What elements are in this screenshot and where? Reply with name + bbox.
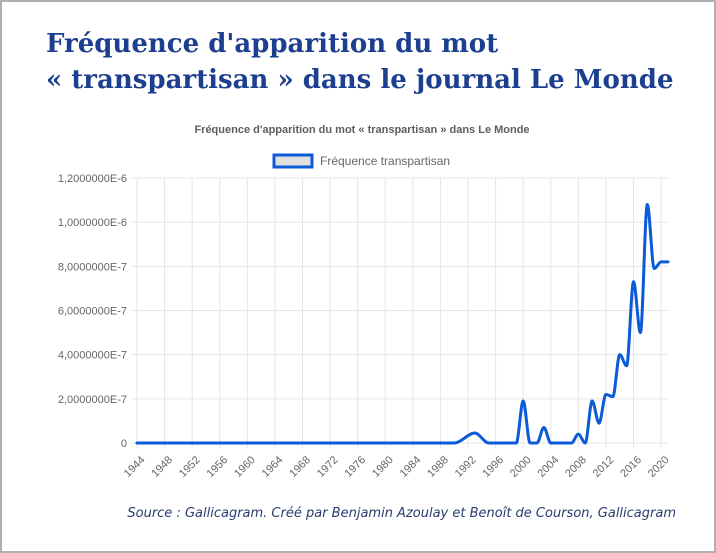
y-axis: 0 2,0000000E-7 4,0000000E-7 6,0000000E-7 8,0… — [58, 173, 127, 450]
x-tick-label: 1988 — [425, 454, 451, 480]
x-tick-label: 1984 — [398, 454, 424, 480]
x-tick-label: 2000 — [508, 454, 534, 480]
x-tick-label: 1956 — [205, 454, 231, 480]
y-tick-label: 2,0000000E-7 — [58, 394, 127, 406]
x-tick-label: 1968 — [287, 454, 313, 480]
x-tick-label: 1980 — [370, 454, 396, 480]
chart-title: Fréquence d'apparition du mot « transpar… — [194, 124, 529, 136]
x-tick-label: 1960 — [232, 454, 258, 480]
y-tick-label: 1,2000000E-6 — [58, 173, 127, 185]
x-tick-label: 1992 — [453, 454, 479, 480]
x-tick-label: 1944 — [122, 454, 148, 480]
x-tick-label: 1976 — [342, 454, 368, 480]
page-title-line2: « transpartisan » dans le journal Le Mon… — [46, 65, 674, 95]
series-line-transpartisan[interactable] — [135, 203, 670, 445]
page-title: Fréquence d'apparition du mot « transpar… — [46, 26, 706, 98]
y-tick-label: 8,0000000E-7 — [58, 261, 127, 273]
x-tick-label: 2008 — [563, 454, 589, 480]
y-tick-label: 0 — [121, 438, 127, 450]
source-caption: Source : Gallicagram. Créé par Benjamin … — [127, 506, 676, 521]
legend-label: Fréquence transpartisan — [320, 154, 450, 168]
x-tick-label: 1964 — [260, 454, 286, 480]
legend[interactable]: Fréquence transpartisan — [272, 153, 450, 169]
x-tick-label: 2020 — [646, 454, 672, 480]
x-tick-label: 2016 — [618, 454, 644, 480]
x-tick-label: 1972 — [315, 454, 341, 480]
y-tick-label: 4,0000000E-7 — [58, 350, 127, 362]
x-axis: 1944 1948 1952 1956 1960 1964 1968 1972 1976 1980… — [122, 454, 672, 480]
x-tick-label: 1952 — [177, 454, 203, 480]
legend-swatch — [272, 153, 314, 169]
x-tick-label: 2012 — [591, 454, 617, 480]
y-tick-label: 6,0000000E-7 — [58, 306, 127, 318]
page-title-line1: Fréquence d'apparition du mot — [46, 29, 499, 59]
x-tick-label: 2004 — [536, 454, 562, 480]
x-tick-label: 1948 — [149, 454, 175, 480]
x-tick-label: 1996 — [480, 454, 506, 480]
grid — [131, 177, 668, 449]
y-tick-label: 1,0000000E-6 — [58, 217, 127, 229]
